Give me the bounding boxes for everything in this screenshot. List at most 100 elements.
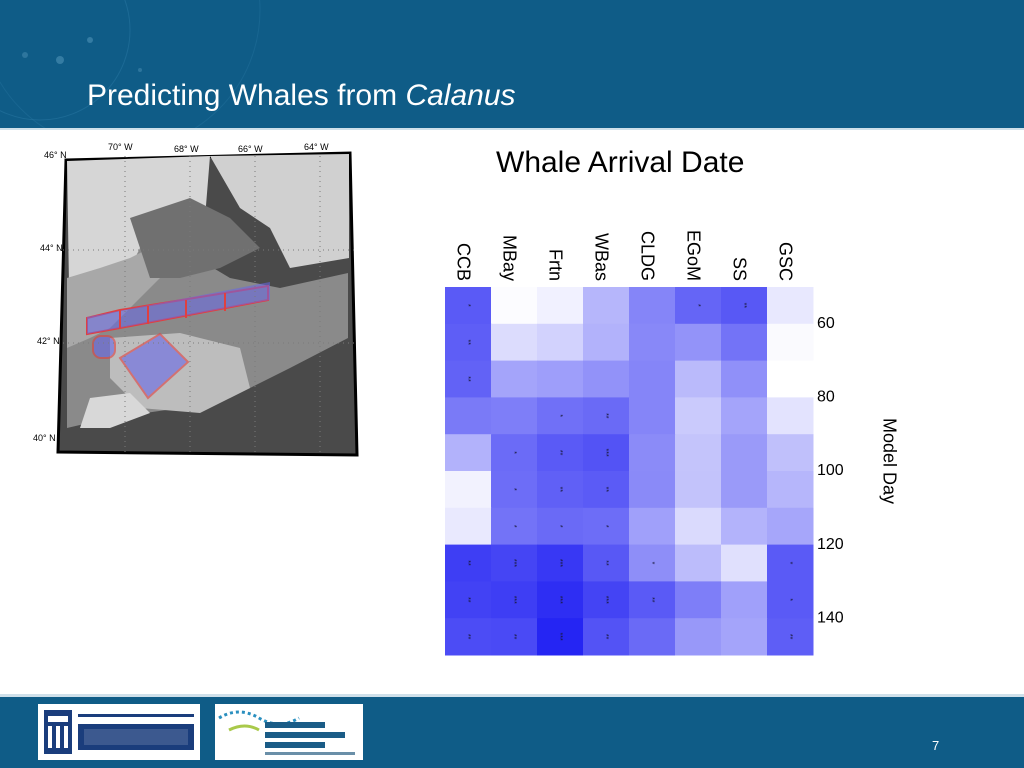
header-texture [0,0,261,130]
heatmap-cell [675,360,722,398]
heatmap-cell [675,287,722,325]
map-lat-label: 44° N [40,243,63,253]
heatmap-cell [767,507,814,546]
column-label: EGoM [683,230,703,281]
significance-mark: * [786,598,793,601]
slide-title-text: Predicting Whales from [87,79,398,112]
significance-mark: * [510,525,517,528]
significance-mark: ** [602,560,609,566]
heatmap-cell [537,618,584,656]
map-lon-label: 70° W [108,142,133,152]
significance-mark: * [464,304,471,307]
heatmap-cell [445,581,492,619]
heatmap-cell [583,360,630,398]
y-tick-label: 100 [817,462,844,479]
heatmap-cell [537,507,584,546]
map-region-gsc [118,332,190,400]
heatmap-cell [445,287,492,325]
map-land-cape [80,393,150,428]
heatmap-cells [445,287,814,656]
heatmap-cell [445,397,492,435]
gmri-logo-graphic [218,710,355,755]
significance-mark: *** [510,596,517,604]
column-label: CCB [453,243,473,281]
significance-mark: ** [464,339,471,345]
heatmap-cell [537,471,584,509]
map-lon-label: 68° W [174,144,199,154]
heatmap-cell [583,397,630,435]
map-lon-label: 64° W [304,142,329,152]
map-lat-label: 42° N [37,336,60,346]
significance-mark: ** [464,597,471,603]
heatmap-cell [767,581,814,619]
significance-mark: ** [602,487,609,493]
significance-mark: ** [556,487,563,493]
significance-mark: ** [648,597,655,603]
significance-mark: ** [556,450,563,456]
heatmap-cell [491,581,538,619]
heatmap-cell [491,618,538,656]
header-bar [0,0,1024,130]
heatmap-cell [537,581,584,619]
heatmap-cell [445,360,492,398]
significance-mark: ** [464,634,471,640]
heatmap-cell [445,507,492,546]
heatmap-cell [583,287,630,325]
chart-title: Whale Arrival Date [496,146,745,179]
significance-mark: * [694,304,701,307]
significance-mark: ** [464,376,471,382]
significance-mark: ** [510,634,517,640]
significance-mark: *** [510,559,517,567]
heatmap-cell [445,471,492,509]
heatmap-cell [445,434,492,472]
heatmap-cell [629,544,676,582]
map-lat-label: 46° N [44,150,67,160]
heatmap-cell [721,323,768,362]
y-tick-label: 140 [817,609,844,626]
map-lon-label: 66° W [238,144,263,154]
page-number: 7 [932,738,940,753]
heatmap-cell [537,360,584,398]
column-label: Frtn [545,249,565,281]
heatmap-cell [445,323,492,362]
significance-mark: * [510,451,517,454]
heatmap-cell [445,618,492,656]
heatmap-cell [491,507,538,546]
significance-mark: *** [556,559,563,567]
heatmap-cell [675,581,722,619]
heatmap-cell [583,618,630,656]
heatmap-cell [629,507,676,546]
map-land-east [210,154,349,268]
umaine-logo-graphic [44,710,194,754]
heatmap-cell [537,434,584,472]
significance-mark: *** [602,596,609,604]
header-stripe [0,128,1024,130]
significance-mark: ** [786,634,793,640]
heatmap-cell [491,471,538,509]
column-label: WBas [591,233,611,281]
heatmap-cell [583,323,630,362]
heatmap-cell [767,434,814,472]
heatmap-cell [675,397,722,435]
heatmap-cell [491,397,538,435]
heatmap-cell [491,323,538,362]
heatmap-cell [491,434,538,472]
heatmap-cell [491,360,538,398]
y-tick-label: 80 [817,389,835,406]
heatmap-cell [721,360,768,398]
heatmap-cell [629,471,676,509]
heatmap-cell [767,397,814,435]
column-label: MBay [499,235,519,281]
heatmap-cell [767,323,814,362]
heatmap-cell [537,544,584,582]
heatmap-cell [583,507,630,546]
column-label: GSC [775,242,795,281]
heatmap-cell [491,287,538,325]
map-lat-label: 40° N [33,433,56,443]
significance-mark: * [556,414,563,417]
heatmap-y-axis-label: Model Day [879,418,899,504]
heatmap-cell [491,544,538,582]
heatmap-cell [537,323,584,362]
significance-mark: *** [556,633,563,641]
